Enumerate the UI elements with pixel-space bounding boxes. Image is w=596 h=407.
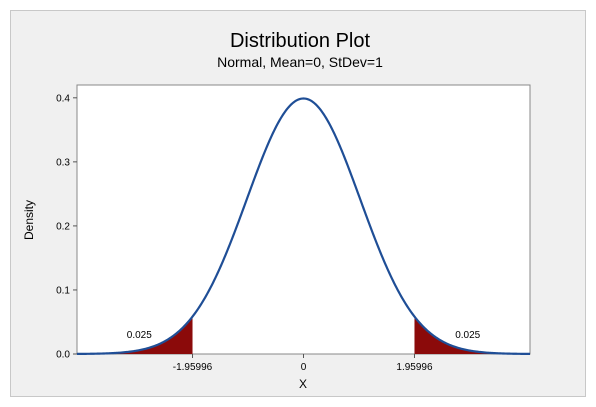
left-tail-region xyxy=(77,316,193,354)
y-tick-label: 0.1 xyxy=(56,285,70,296)
plot-area xyxy=(76,84,531,355)
x-tick-label: 0 xyxy=(301,362,307,373)
left-area-label: 0.025 xyxy=(127,330,152,341)
y-axis-label: Density xyxy=(22,200,36,240)
x-tick-label: -1.95996 xyxy=(173,362,213,373)
x-tick-label: 1.95996 xyxy=(396,362,433,373)
area-annotations: 0.025 0.025 xyxy=(127,330,481,341)
right-tail-region xyxy=(414,316,530,354)
shaded-regions xyxy=(77,316,530,354)
right-area-label: 0.025 xyxy=(455,330,480,341)
y-tick-label: 0.0 xyxy=(56,350,70,361)
y-tick-label: 0.2 xyxy=(56,221,70,232)
x-axis-label: X xyxy=(299,377,307,391)
y-tick-label: 0.3 xyxy=(56,157,70,168)
chart-subtitle: Normal, Mean=0, StDev=1 xyxy=(217,54,383,70)
density-curve xyxy=(77,97,530,356)
y-tick-label: 0.4 xyxy=(56,93,70,104)
chart-title: Distribution Plot xyxy=(230,30,371,52)
x-axis: -1.95996 0 1.95996 xyxy=(173,354,433,373)
y-axis: 0.0 0.1 0.2 0.3 0.4 xyxy=(56,93,77,361)
